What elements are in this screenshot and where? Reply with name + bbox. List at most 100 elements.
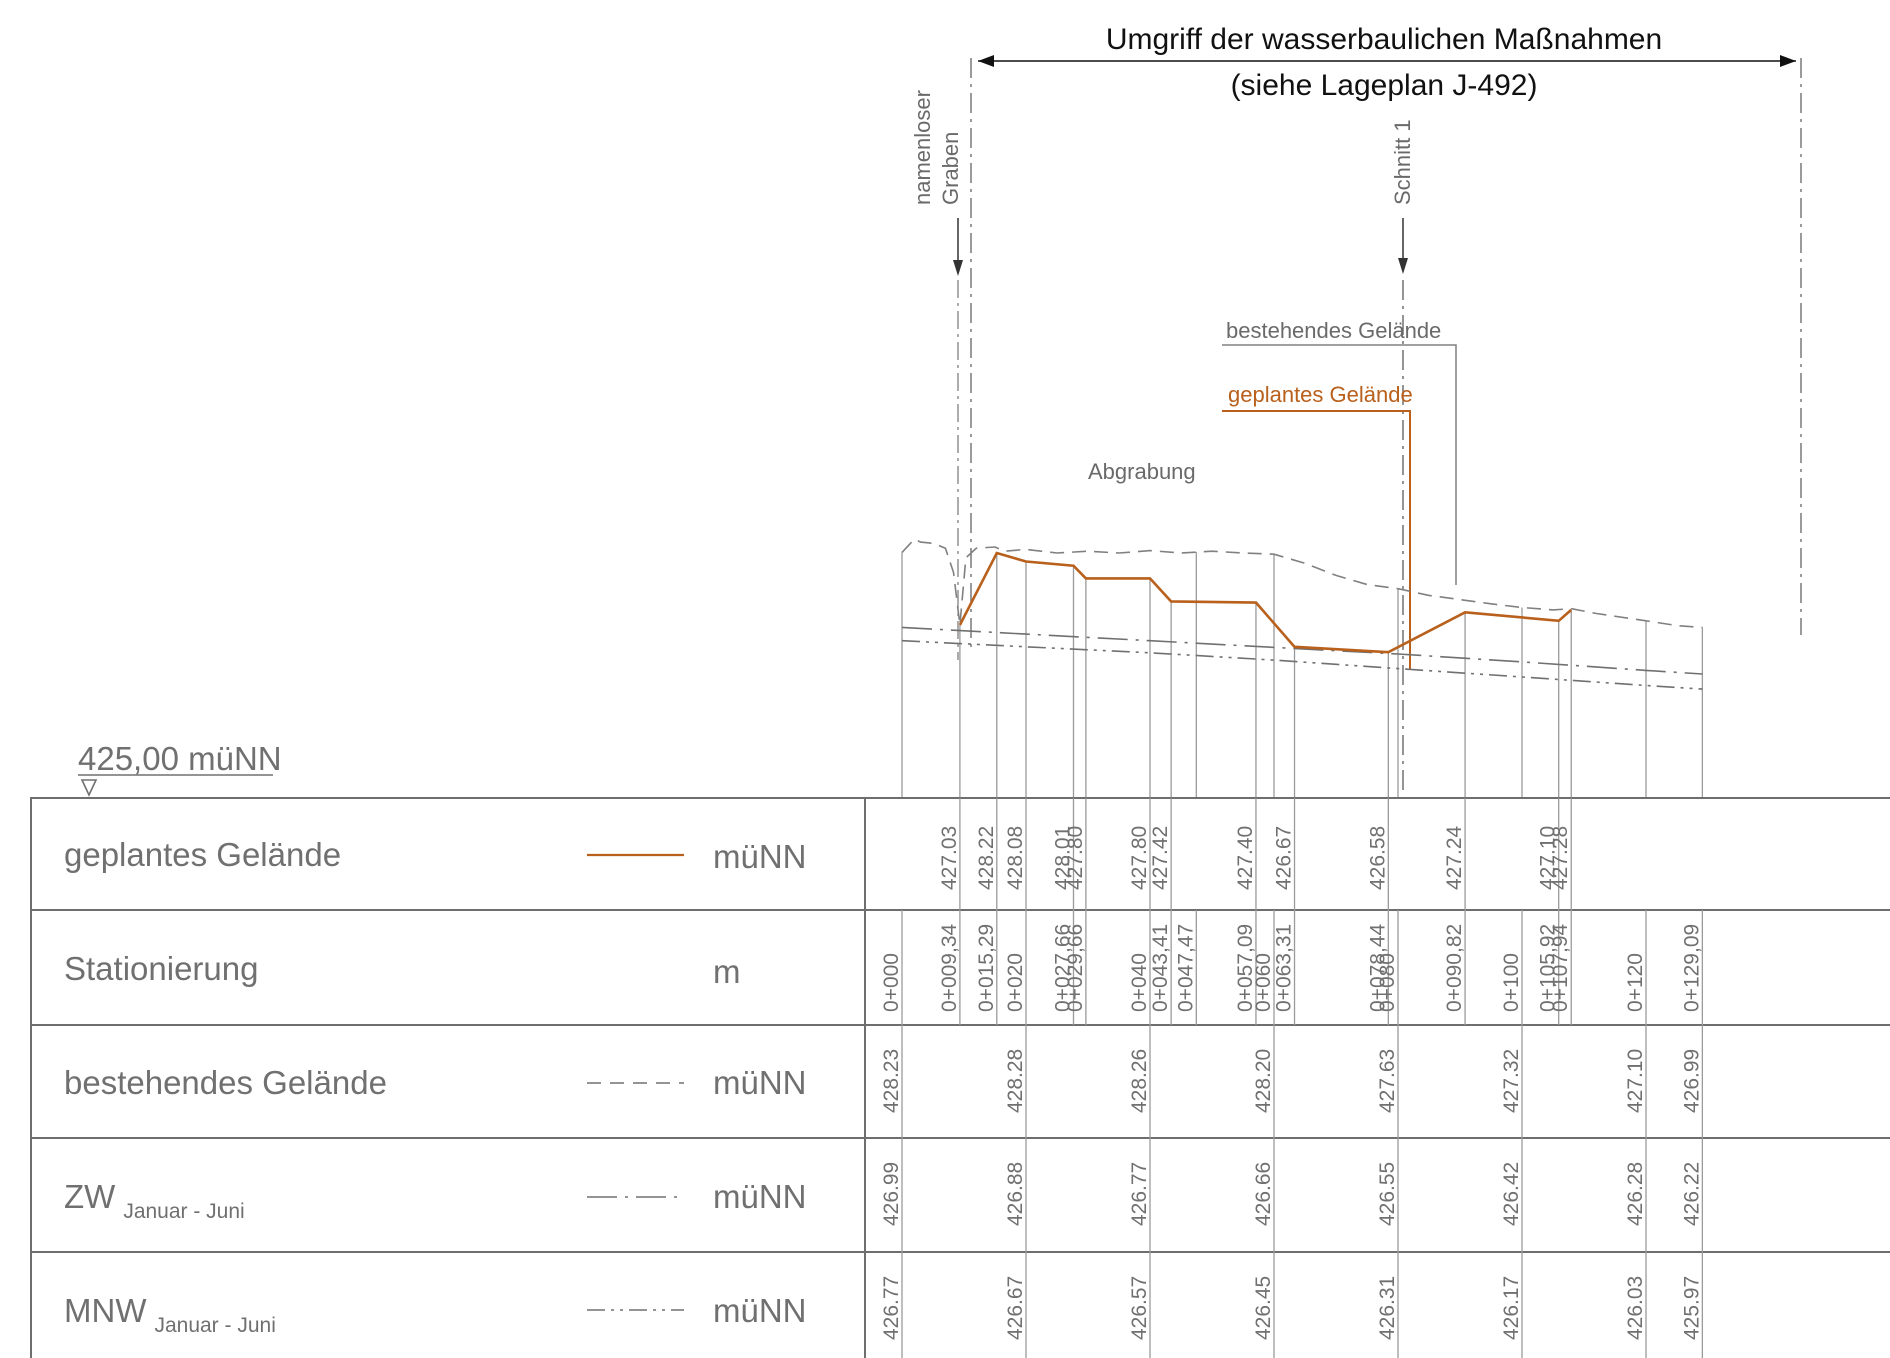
station-value: 0+020 <box>1004 953 1027 1012</box>
row-label-planned: geplantes Gelände <box>64 836 341 873</box>
table-frame <box>30 797 1890 1358</box>
station-value: 0+047,47 <box>1174 924 1197 1012</box>
zw-value: 426.55 <box>1376 1162 1399 1226</box>
existing-value: 427.32 <box>1500 1049 1523 1113</box>
station-value: 0+105,92 <box>1537 924 1560 1012</box>
station-value: 0+009,34 <box>938 924 961 1012</box>
station-value: 0+057,09 <box>1234 924 1257 1012</box>
existing-terrain-callout: bestehendes Gelände <box>1226 318 1441 343</box>
station-value: 0+120 <box>1624 953 1647 1012</box>
extent-arrow-right-icon <box>1780 55 1796 67</box>
zw-value: 426.88 <box>1004 1162 1027 1226</box>
existing-value: 428.28 <box>1004 1049 1027 1113</box>
planned-value: 426.67 <box>1273 826 1296 890</box>
row-label-zw-main: ZW <box>64 1178 116 1215</box>
reference-level-triangle-icon <box>80 779 98 797</box>
mnw-value: 426.77 <box>880 1276 903 1340</box>
graben-label-line1: namenloser <box>910 90 935 205</box>
station-value: 0+029,66 <box>1064 924 1087 1012</box>
schnitt-1-label: Schnitt 1 <box>1390 119 1415 205</box>
zw-value: 426.28 <box>1624 1162 1647 1226</box>
station-value: 0+129,09 <box>1680 924 1703 1012</box>
station-value: 0+000 <box>880 953 903 1012</box>
station-value: 0+063,31 <box>1273 924 1296 1012</box>
planned-value: 428.22 <box>975 826 998 890</box>
unit-existing: müNN <box>713 1064 807 1101</box>
station-value: 0+107,94 <box>1549 924 1572 1012</box>
zw-value: 426.66 <box>1252 1162 1275 1226</box>
unit-planned: müNN <box>713 838 807 875</box>
planned-terrain-leader <box>1222 410 1411 670</box>
existing-terrain-leader <box>1222 344 1457 585</box>
mnw-value: 426.17 <box>1500 1276 1523 1340</box>
graben-label-line2: Graben <box>938 132 963 205</box>
measures-extent-annotation: Umgriff der wasserbaulichen Maßnahmen (s… <box>970 23 1802 650</box>
planned-value: 426.58 <box>1366 826 1389 890</box>
planned-value: 428.08 <box>1004 826 1027 890</box>
existing-terrain-line <box>901 538 1703 629</box>
station-value: 0+060 <box>1252 953 1275 1012</box>
planned-value: 427.10 <box>1537 826 1560 890</box>
existing-value: 428.23 <box>880 1049 903 1113</box>
planned-value: 427.40 <box>1234 826 1257 890</box>
extent-subtitle: (siehe Lageplan J-492) <box>1231 69 1538 102</box>
zw-value: 426.22 <box>1680 1162 1703 1226</box>
mnw-value: 426.31 <box>1376 1276 1399 1340</box>
reference-level: 425,00 müNN <box>78 740 282 797</box>
row-label-mnw-sub: Januar - Juni <box>154 1314 275 1337</box>
existing-value: 428.20 <box>1252 1049 1275 1113</box>
unit-mnw: müNN <box>713 1292 807 1329</box>
station-value: 0+078,44 <box>1366 924 1389 1012</box>
row-label-existing: bestehendes Gelände <box>64 1064 387 1101</box>
reference-level-label: 425,00 müNN <box>78 740 282 777</box>
excavation-label: Abgrabung <box>1088 459 1196 484</box>
schnitt-1-marker: Schnitt 1 <box>1390 119 1415 795</box>
row-label-station: Stationierung <box>64 950 258 987</box>
existing-value: 428.26 <box>1128 1049 1151 1113</box>
planned-value: 427.03 <box>938 826 961 890</box>
profile-table: geplantes Gelände Stationierung bestehen… <box>30 797 1890 1358</box>
unit-zw: müNN <box>713 1178 807 1215</box>
row-label-mnw-main: MNW <box>64 1292 147 1329</box>
extent-arrow-left-icon <box>978 55 994 67</box>
planned-terrain-line <box>958 551 1573 654</box>
existing-value: 426.99 <box>1680 1049 1703 1113</box>
planned-value: 428.01 <box>1052 826 1075 890</box>
mnw-water-level-line <box>901 639 1703 690</box>
mnw-value: 426.45 <box>1252 1276 1275 1340</box>
planned-value: 427.80 <box>1064 826 1087 890</box>
graben-arrow-down-icon <box>953 260 963 276</box>
mnw-value: 426.03 <box>1624 1276 1647 1340</box>
unit-station: m <box>713 953 741 990</box>
row-label-zw: ZW Januar - Juni <box>64 1178 245 1223</box>
planned-value: 427.24 <box>1443 825 1466 890</box>
planned-terrain-callout: geplantes Gelände <box>1228 382 1413 407</box>
station-value: 0+040 <box>1128 953 1151 1012</box>
row-label-zw-sub: Januar - Juni <box>123 1200 244 1223</box>
station-value: 0+043,41 <box>1149 924 1172 1012</box>
station-value: 0+027,66 <box>1052 924 1075 1012</box>
zw-value: 426.99 <box>880 1162 903 1226</box>
profile-lines <box>901 538 1703 690</box>
existing-value: 427.63 <box>1376 1049 1399 1113</box>
profile-callouts: bestehendes Gelände geplantes Gelände Ab… <box>1088 318 1457 670</box>
station-value: 0+090,82 <box>1443 924 1466 1012</box>
mnw-value: 426.67 <box>1004 1276 1027 1340</box>
station-value: 0+080 <box>1376 953 1399 1012</box>
station-value: 0+015,29 <box>975 924 998 1012</box>
planned-value: 427.80 <box>1128 826 1151 890</box>
zw-value: 426.42 <box>1500 1162 1523 1226</box>
station-verticals <box>901 552 1704 798</box>
station-value: 0+100 <box>1500 953 1523 1012</box>
zw-value: 426.77 <box>1128 1162 1151 1226</box>
schnitt-arrow-down-icon <box>1398 258 1408 274</box>
mnw-value: 425.97 <box>1680 1276 1703 1340</box>
planned-value: 427.28 <box>1549 826 1572 890</box>
existing-value: 427.10 <box>1624 1049 1647 1113</box>
row-label-mnw: MNW Januar - Juni <box>64 1292 276 1337</box>
mnw-value: 426.57 <box>1128 1276 1151 1340</box>
graben-marker: namenloser Graben <box>910 90 963 660</box>
planned-value: 427.42 <box>1149 826 1172 890</box>
